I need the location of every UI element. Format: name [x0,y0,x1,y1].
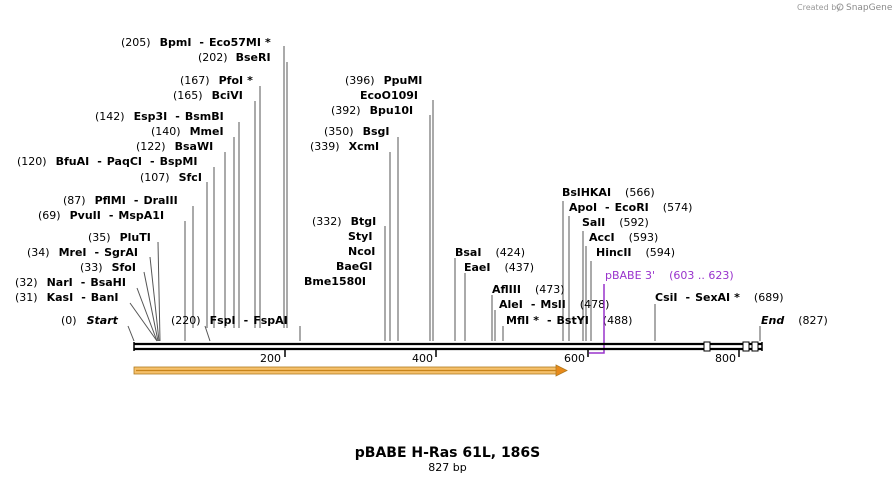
backbone-break-markers [703,341,759,352]
site-pluti[interactable]: (35) PluTI [88,231,151,244]
site-pfoi[interactable]: (167) PfoI * [180,74,253,87]
site-leader-lines [127,46,761,342]
axis-tick-label: 400 [412,352,433,365]
leader-kasi [129,302,158,342]
site-hincii[interactable]: HincII (594) [596,246,675,259]
site-baegi[interactable]: BaeGI [336,260,372,273]
created-by-text: Created by [797,3,841,12]
site-acci[interactable]: AccI (593) [589,231,658,244]
site-bpmi-eco57mi[interactable]: (205) BpmI - Eco57MI * [121,36,271,49]
site-ppumi[interactable]: (396) PpuMI [345,74,422,87]
leader-start [127,325,135,342]
site-bme1580i[interactable]: Bme1580I [304,275,366,288]
orf-arrow-head[interactable] [555,364,568,377]
axis-tick-label: 600 [564,352,585,365]
leader-fspi [204,325,211,342]
site-mmei[interactable]: (140) MmeI [151,125,224,138]
snapgene-product-name: SnapGene [846,3,893,13]
snapgene-logo-icon [836,3,844,11]
site-xcmi[interactable]: (339) XcmI [310,140,379,153]
site-styi[interactable]: StyI [348,230,372,243]
site-ncoi[interactable]: NcoI [348,245,375,258]
site-bfuai-paqci-bspmi[interactable]: (120) BfuAI - PaqCI - BspMI [17,155,197,168]
leader-sfoi [143,271,159,342]
dna-backbone [133,341,763,352]
leader-pluti [157,241,161,342]
site-mrei-sgrai[interactable]: (34) MreI - SgrAI [27,246,138,259]
site-bsawi[interactable]: (122) BsaWI [136,140,213,153]
site-bsgi[interactable]: (350) BsgI [324,125,390,138]
site-bseri[interactable]: (202) BseRI [198,51,271,64]
snapgene-branding: Created by SnapGene [797,3,893,13]
site-alei-msli[interactable]: AleI - MslI (478) [499,298,609,311]
site-ecoo109i[interactable]: EcoO109I [360,89,418,102]
site-sfoi[interactable]: (33) SfoI [80,261,136,274]
axis-tick-label: 800 [715,352,736,365]
site-bsai[interactable]: BsaI (424) [455,246,525,259]
site-bslhkai[interactable]: BslHKAI (566) [562,186,655,199]
site-csii-sexai[interactable]: CsiI - SexAI * (689) [655,291,784,304]
feature-pbabe3-marker[interactable] [589,284,605,354]
site-pflmi-draiii[interactable]: (87) PflMI - DraIII [63,194,178,207]
site-afliii[interactable]: AflIII (473) [492,283,565,296]
site-start[interactable]: (0) Start [61,314,119,327]
break-marker [751,341,759,352]
axis-tick-label: 200 [260,352,281,365]
leader-nari [136,287,158,342]
site-kasi-bani[interactable]: (31) KasI - BanI [15,291,119,304]
site-end[interactable]: End (827) [761,314,828,327]
site-eaei[interactable]: EaeI (437) [464,261,534,274]
plasmid-title: pBABE H-Ras 61L, 186S [355,445,541,461]
break-marker [742,341,750,352]
axis-ticks: 200 400 600 800 [260,349,740,365]
site-sali[interactable]: SalI (592) [582,216,649,229]
site-nari-bsahi[interactable]: (32) NarI - BsaHI [15,276,126,289]
site-bpu10i[interactable]: (392) Bpu10I [331,104,413,117]
site-apoi-ecori[interactable]: ApoI - EcoRI (574) [569,201,692,214]
site-esp3i-bsmbi[interactable]: (142) Esp3I - BsmBI [95,110,224,123]
orf-feature-arrow[interactable] [133,364,568,377]
site-pvuii-mspa1i[interactable]: (69) PvuII - MspA1I [38,209,164,222]
site-btgi[interactable]: (332) BtgI [312,215,376,228]
leader-mrei [149,256,160,342]
site-fspi-fspai[interactable]: (220) FspI - FspAI [171,314,288,327]
plasmid-length: 827 bp [428,461,466,474]
site-bcivi[interactable]: (165) BciVI [173,89,243,102]
feature-pbabe3-label[interactable]: pBABE 3' (603 .. 623) [605,269,734,282]
site-sfci[interactable]: (107) SfcI [140,171,202,184]
break-marker [703,341,711,352]
site-mfli-bstyi[interactable]: MflI * - BstYI (488) [506,314,632,327]
